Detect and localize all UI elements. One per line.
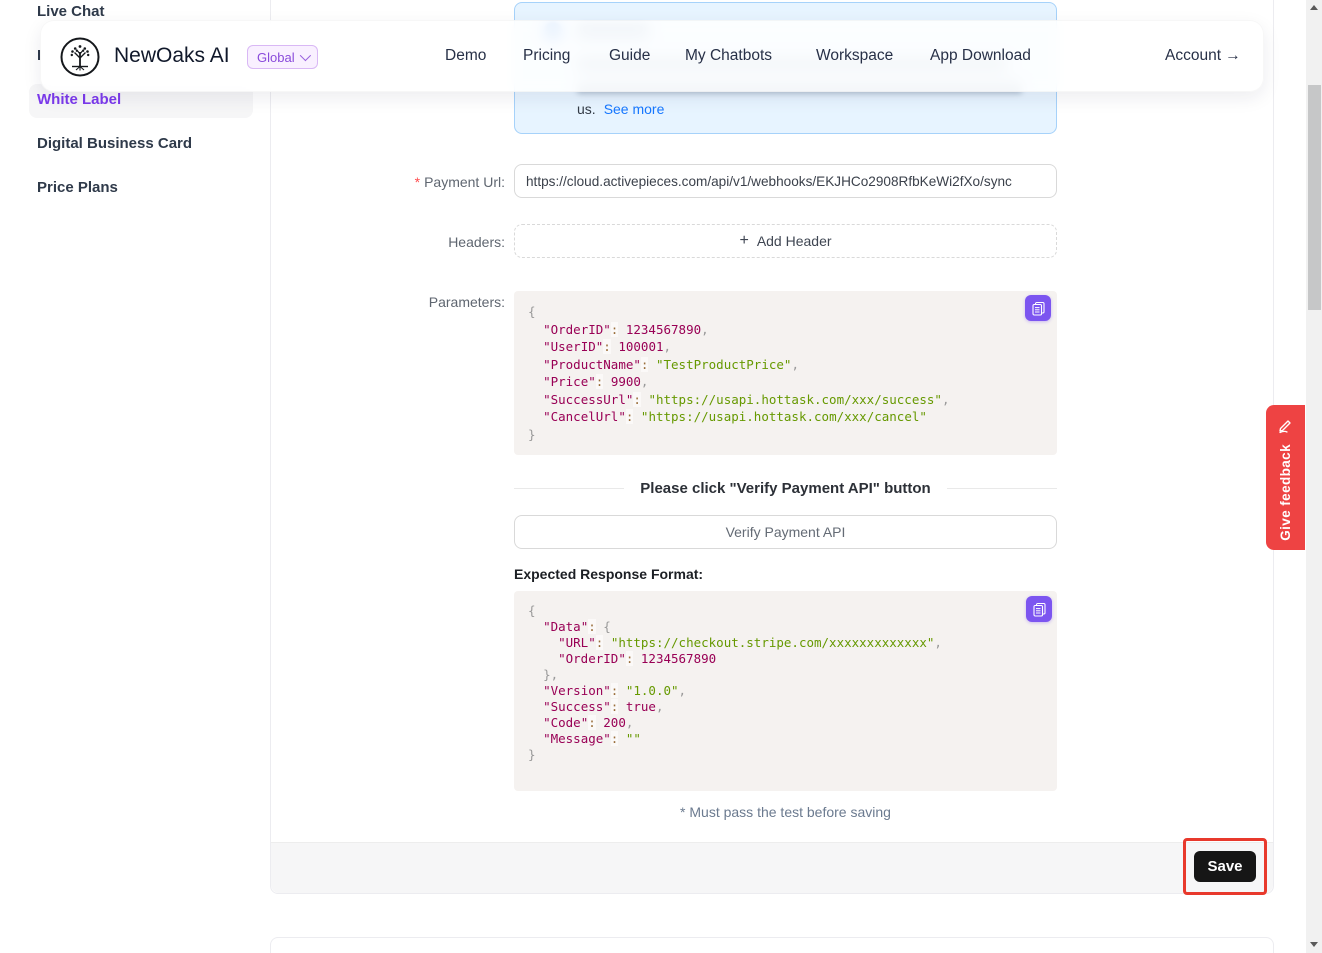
sidebar-item-hidden-fragment[interactable]: I: [37, 47, 41, 64]
newoaks-logo-icon[interactable]: [59, 36, 101, 78]
nav-guide[interactable]: Guide: [609, 47, 651, 64]
sidebar-item-white-label[interactable]: White Label: [37, 91, 122, 108]
headers-label: Headers:: [448, 234, 505, 250]
scrollbar-track[interactable]: [1306, 0, 1322, 953]
save-button[interactable]: Save: [1194, 851, 1256, 882]
parameters-code-block: { "OrderID": 1234567890, "UserID": 10000…: [514, 291, 1057, 455]
plus-icon: +: [739, 232, 749, 249]
copy-icon: [1031, 301, 1045, 316]
verify-instruction-text: Please click "Verify Payment API" button: [640, 479, 931, 497]
add-header-label: Add Header: [756, 233, 832, 249]
sidebar-item-live-chat[interactable]: Live Chat: [37, 3, 105, 20]
next-section-card: [270, 937, 1274, 953]
nav-pricing[interactable]: Pricing: [523, 47, 571, 64]
payment-url-label: * Payment Url:: [414, 174, 505, 190]
brand-name[interactable]: NewOaks AI: [114, 44, 230, 67]
verify-instruction-divider: Please click "Verify Payment API" button: [514, 478, 1058, 498]
reminder-trailing-text: us.: [577, 101, 596, 117]
nav-app-download[interactable]: App Download: [930, 47, 1031, 64]
nav-workspace[interactable]: Workspace: [816, 47, 894, 64]
region-label: Global: [257, 49, 295, 65]
expected-response-format-label: Expected Response Format:: [514, 566, 704, 582]
copy-icon: [1032, 602, 1046, 617]
give-feedback-tab[interactable]: Give feedback: [1266, 405, 1305, 550]
required-asterisk: *: [414, 174, 421, 190]
nav-account[interactable]: Account →: [1165, 47, 1241, 64]
pencil-icon: [1279, 420, 1291, 434]
card-footer: [271, 842, 1273, 893]
expected-response-code-block: { "Data": { "URL": "https://checkout.str…: [514, 591, 1057, 791]
divider-line-right: [946, 487, 1058, 489]
scrollbar-up-arrow-icon[interactable]: [1310, 5, 1318, 10]
copy-parameters-button[interactable]: [1025, 295, 1051, 321]
must-pass-footnote: * Must pass the test before saving: [680, 804, 891, 820]
parameters-label: Parameters:: [428, 294, 505, 310]
give-feedback-label: Give feedback: [1278, 444, 1293, 541]
region-selector[interactable]: Global: [247, 45, 318, 69]
verify-payment-api-button[interactable]: Verify Payment API: [514, 515, 1057, 549]
nav-my-chatbots[interactable]: My Chatbots: [685, 47, 773, 64]
payment-url-input[interactable]: [514, 164, 1057, 198]
add-header-button[interactable]: + Add Header: [514, 224, 1057, 258]
reminder-bottom-line: us. See more: [577, 101, 664, 117]
sidebar-item-price-plans[interactable]: Price Plans: [37, 179, 118, 196]
see-more-link[interactable]: See more: [603, 101, 665, 117]
nav-demo[interactable]: Demo: [445, 47, 487, 64]
sidebar: Live Chat I White Label Digital Business…: [0, 0, 270, 953]
copy-expected-response-button[interactable]: [1026, 596, 1052, 622]
scrollbar-down-arrow-icon[interactable]: [1310, 942, 1318, 947]
top-navigation-bar: NewOaks AI Global Demo Pricing Guide My …: [40, 20, 1264, 92]
divider-line-left: [514, 487, 625, 489]
chevron-down-icon: [299, 49, 311, 62]
sidebar-item-digital-business-card[interactable]: Digital Business Card: [37, 135, 193, 152]
scrollbar-thumb[interactable]: [1307, 85, 1321, 310]
